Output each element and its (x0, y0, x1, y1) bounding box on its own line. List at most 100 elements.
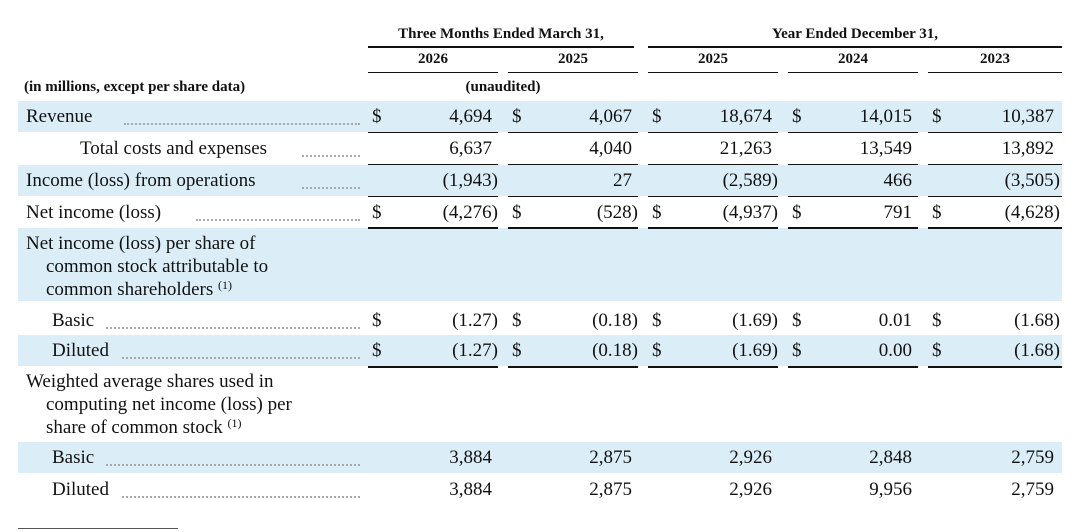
header-year-2025: 2025 (698, 51, 728, 67)
header-year-2023: 2023 (980, 51, 1010, 67)
subtotal-rule (788, 164, 918, 165)
currency-symbol: $ (932, 340, 942, 361)
currency-symbol: $ (932, 310, 942, 331)
unaudited-label: (unaudited) (465, 79, 541, 95)
subtotal-rule (648, 164, 778, 165)
currency-symbol: $ (932, 106, 942, 127)
subtotal-rule (368, 196, 498, 197)
shares-basic-q-2026: 3,884 (449, 447, 492, 468)
currency-symbol: $ (792, 310, 802, 331)
row-label-operations: Income (loss) from operations (26, 170, 256, 191)
eps-diluted-2023: (1.68) (1014, 340, 1060, 361)
leader-dots (122, 357, 360, 359)
shares-heading-line-1: Weighted average shares used in (26, 371, 274, 392)
header-year-ended: Year Ended December 31, (771, 26, 939, 42)
total-rule (368, 227, 498, 229)
row-label-revenue: Revenue (26, 106, 93, 127)
total-rule (928, 366, 1062, 368)
header-rule (368, 46, 634, 48)
header-year-2024: 2024 (838, 51, 868, 67)
currency-symbol: $ (792, 106, 802, 127)
unit-note: (in millions, except per share data) (24, 79, 246, 95)
row-label-costs: Total costs and expenses (80, 138, 268, 159)
currency-symbol: $ (512, 340, 522, 361)
currency-symbol: $ (512, 310, 522, 331)
year-rule (648, 72, 778, 73)
currency-symbol: $ (512, 106, 522, 127)
operations-2023: (3,505) (1004, 170, 1060, 191)
row-band-revenue (18, 101, 1062, 132)
currency-symbol: $ (652, 340, 662, 361)
subtotal-rule (508, 196, 638, 197)
row-label-eps-diluted: Diluted (52, 340, 109, 361)
shares-basic-2023: 2,759 (1011, 447, 1054, 468)
currency-symbol: $ (932, 202, 942, 223)
currency-symbol: $ (652, 202, 662, 223)
row-label-eps-basic: Basic (52, 310, 95, 331)
subtotal-rule (368, 164, 498, 165)
eps-diluted-q-2026: (1.27) (452, 340, 498, 361)
leader-dots (196, 219, 360, 221)
year-rule (788, 72, 918, 73)
footnote-separator (18, 528, 178, 529)
eps-diluted-2024: 0.00 (878, 340, 912, 361)
eps-heading-line-3: common shareholders (1) (46, 278, 233, 300)
subtotal-rule (928, 196, 1062, 197)
leader-dots (302, 187, 360, 189)
footnote-marker: (1) (218, 278, 233, 292)
shares-basic-2025: 2,926 (729, 447, 772, 468)
total-rule (508, 227, 638, 229)
eps-basic-q-2026: (1.27) (452, 310, 498, 331)
shares-heading-line-3: share of common stock (1) (46, 416, 242, 438)
total-rule (648, 227, 778, 229)
revenue-2025: 18,674 (719, 106, 772, 127)
row-label-net-income: Net income (loss) (26, 202, 162, 223)
row-band-eps-diluted (18, 335, 1062, 366)
net-income-2025: (4,937) (722, 202, 778, 223)
subtotal-rule (648, 196, 778, 197)
total-rule (368, 366, 498, 368)
currency-symbol: $ (652, 106, 662, 127)
currency-symbol: $ (372, 310, 382, 331)
leader-dots (124, 123, 360, 125)
currency-symbol: $ (372, 340, 382, 361)
total-rule (508, 366, 638, 368)
currency-symbol: $ (792, 202, 802, 223)
operations-2025: (2,589) (722, 170, 778, 191)
shares-diluted-q-2025: 2,875 (589, 479, 632, 500)
subtotal-rule (928, 132, 1062, 133)
net-income-q-2025: (528) (596, 202, 638, 223)
costs-q-2026: 6,637 (449, 138, 492, 159)
header-three-months: Three Months Ended March 31, (398, 26, 604, 42)
operations-q-2026: (1,943) (442, 170, 498, 191)
header-year-2025-q: 2025 (558, 51, 588, 67)
operations-q-2025: 27 (613, 170, 632, 191)
shares-basic-2024: 2,848 (869, 447, 912, 468)
eps-basic-2025: (1.69) (732, 310, 778, 331)
row-band-shares-basic (18, 442, 1062, 473)
costs-2023: 13,892 (1001, 138, 1054, 159)
eps-basic-2024: 0.01 (878, 310, 912, 331)
footnote-marker: (1) (227, 416, 242, 430)
currency-symbol: $ (792, 340, 802, 361)
row-label-shares-basic: Basic (52, 447, 95, 468)
shares-diluted-q-2026: 3,884 (449, 479, 492, 500)
header-year-2026: 2026 (418, 51, 448, 67)
subtotal-rule (788, 132, 918, 133)
leader-dots (302, 155, 360, 157)
row-label-shares-diluted: Diluted (52, 479, 109, 500)
total-rule (788, 366, 918, 368)
eps-basic-q-2025: (0.18) (592, 310, 638, 331)
shares-basic-q-2025: 2,875 (589, 447, 632, 468)
eps-heading-line-2: common stock attributable to (46, 256, 269, 277)
subtotal-rule (368, 132, 498, 133)
currency-symbol: $ (652, 310, 662, 331)
subtotal-rule (508, 132, 638, 133)
currency-symbol: $ (372, 202, 382, 223)
revenue-2024: 14,015 (859, 106, 912, 127)
net-income-2024: 791 (883, 202, 913, 223)
leader-dots (106, 464, 360, 466)
subtotal-rule (508, 164, 638, 165)
subtotal-rule (928, 164, 1062, 165)
